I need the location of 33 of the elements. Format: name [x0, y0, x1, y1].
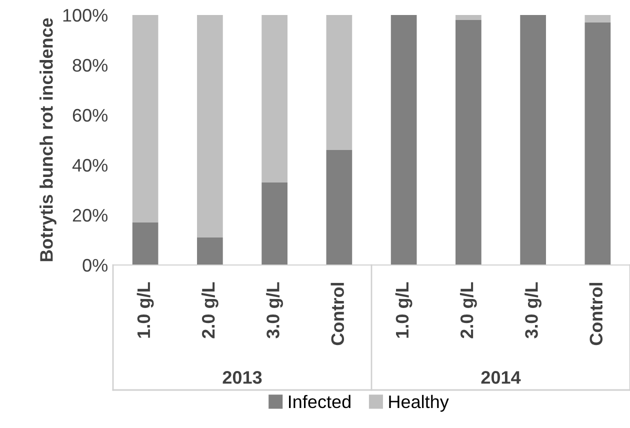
- bar: [456, 15, 482, 20]
- bar: [197, 238, 223, 265]
- y-tick-label: 0%: [82, 258, 108, 272]
- x-tick-label: 2.0 g/L: [201, 282, 218, 338]
- bar: [262, 15, 288, 182]
- bar: [326, 15, 352, 150]
- x-tick-label: 1.0 g/L: [136, 282, 154, 338]
- y-axis-title: Botrytis bunch rot incidence: [40, 18, 56, 262]
- x-tick-label: 2.0 g/L: [460, 282, 477, 338]
- x-tick-label: 3.0 g/L: [524, 282, 542, 338]
- text: 2014: [481, 371, 521, 384]
- bar: [326, 150, 352, 265]
- bar: [520, 15, 546, 265]
- x-tick-label: 1.0 g/L: [395, 282, 412, 338]
- y-tick-label: 40%: [72, 158, 108, 172]
- bar: [456, 20, 482, 265]
- bar: [132, 15, 158, 222]
- y-tick-label: 20%: [72, 208, 108, 222]
- bar: [197, 15, 223, 238]
- bar: [390, 15, 417, 265]
- bar: [262, 182, 288, 265]
- y-tick-label: 100%: [63, 8, 108, 22]
- y-tick-label: 80%: [72, 58, 108, 72]
- legend-label: Infected: [289, 394, 350, 408]
- x-tick-label: Control: [589, 282, 603, 346]
- legend-label: Healthy: [389, 394, 449, 412]
- y-tick-label: 60%: [72, 108, 108, 122]
- text: 2013: [222, 371, 262, 384]
- x-tick-label: 3.0 g/L: [266, 282, 284, 338]
- bar: [584, 22, 611, 265]
- bar: [584, 15, 611, 22]
- x-tick-label: Control: [330, 282, 344, 346]
- bar: [132, 222, 158, 265]
